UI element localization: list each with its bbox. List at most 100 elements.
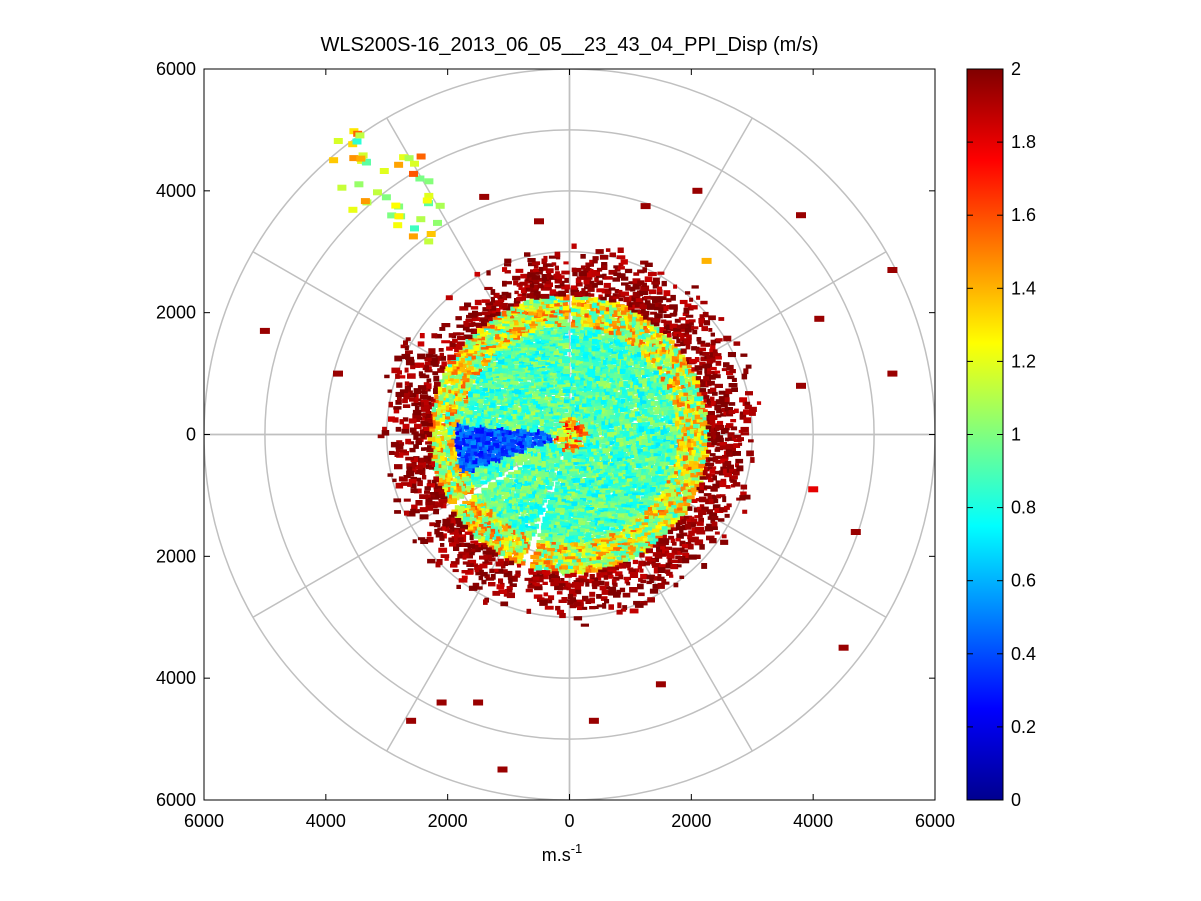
velocity-cell: [457, 357, 465, 363]
velocity-cell: [510, 313, 515, 319]
velocity-cell: [645, 443, 653, 447]
velocity-cell: [600, 329, 607, 334]
velocity-cell: [626, 558, 631, 562]
velocity-cell: [608, 298, 617, 303]
velocity-cell: [641, 507, 650, 512]
velocity-cell: [466, 405, 472, 410]
velocity-cell: [632, 417, 640, 421]
velocity-cell: [557, 275, 565, 279]
velocity-cell: [618, 501, 626, 506]
velocity-cell: [503, 349, 512, 355]
velocity-cell: [526, 517, 534, 523]
velocity-cell: [692, 389, 700, 395]
velocity-cell: [469, 448, 477, 452]
velocity-cell: [685, 323, 692, 327]
velocity-cell: [650, 449, 655, 455]
velocity-cell: [460, 476, 470, 482]
velocity-cell: [639, 546, 645, 550]
velocity-cell: [601, 539, 611, 544]
velocity-cell: [600, 417, 609, 422]
velocity-cell: [441, 361, 447, 367]
velocity-cell: [467, 527, 476, 533]
velocity-cell: [670, 524, 675, 530]
velocity-cell: [642, 381, 650, 388]
velocity-cell: [619, 346, 626, 351]
velocity-cell: [673, 311, 678, 316]
velocity-cell: [554, 549, 562, 554]
velocity-cell: [615, 565, 622, 569]
velocity-cell: [586, 439, 593, 445]
velocity-cell: [688, 412, 696, 418]
velocity-cell: [467, 551, 475, 556]
velocity-cell: [579, 500, 585, 506]
velocity-cell: [688, 386, 695, 391]
velocity-cell: [517, 347, 525, 354]
velocity-cell: [613, 509, 620, 514]
velocity-cell: [471, 517, 477, 523]
velocity-cell: [414, 477, 422, 482]
velocity-cell: [582, 391, 590, 397]
velocity-cell: [518, 429, 527, 435]
velocity-cell: [605, 476, 612, 483]
velocity-cell: [422, 475, 427, 480]
velocity-cell: [444, 433, 452, 439]
velocity-cell: [563, 397, 569, 404]
velocity-cell: [595, 352, 604, 358]
velocity-cell: [477, 528, 486, 533]
velocity-cell: [438, 499, 447, 504]
velocity-cell: [643, 546, 651, 550]
velocity-cell: [488, 500, 494, 505]
velocity-cell: [592, 475, 597, 480]
velocity-cell: [443, 388, 449, 394]
velocity-cell: [502, 405, 508, 412]
velocity-cell: [592, 515, 599, 520]
velocity-cell: [455, 400, 464, 406]
velocity-cell: [704, 403, 712, 408]
velocity-cell: [639, 525, 644, 529]
velocity-cell: [499, 431, 505, 437]
velocity-cell: [435, 520, 442, 524]
velocity-cell: [510, 526, 519, 530]
velocity-cell: [579, 275, 588, 280]
velocity-cell: [666, 342, 672, 348]
velocity-cell: [617, 377, 623, 384]
velocity-cell: [548, 575, 558, 580]
velocity-cell: [529, 481, 539, 488]
velocity-cell: [503, 572, 510, 578]
velocity-cell: [495, 451, 501, 457]
velocity-cell: [638, 405, 645, 411]
velocity-cell: [494, 387, 501, 392]
velocity-cell: [649, 540, 657, 546]
velocity-cell: [510, 550, 516, 555]
velocity-cell: [409, 447, 416, 453]
velocity-cell: [518, 499, 524, 504]
velocity-cell: [608, 586, 617, 592]
velocity-cell: [494, 395, 504, 400]
velocity-cell: [423, 382, 430, 388]
velocity-cell: [482, 371, 489, 376]
velocity-cell: [574, 395, 582, 402]
velocity-cell: [486, 311, 496, 318]
velocity-cell: [502, 531, 511, 536]
velocity-cell: [714, 383, 723, 388]
velocity-cell: [629, 455, 636, 458]
velocity-cell: [620, 309, 628, 315]
velocity-cell: [506, 333, 512, 340]
velocity-cell: [715, 399, 724, 405]
velocity-cell: [656, 488, 665, 492]
velocity-cell: [555, 386, 562, 391]
velocity-cell: [587, 500, 592, 505]
velocity-cell: [479, 447, 487, 453]
velocity-cell: [646, 399, 654, 405]
velocity-cell: [684, 503, 691, 508]
velocity-cell: [664, 503, 672, 508]
velocity-cell: [718, 470, 727, 476]
velocity-cell: [637, 310, 642, 315]
velocity-cell: [664, 363, 672, 367]
velocity-cell: [593, 445, 600, 449]
velocity-cell: [534, 289, 539, 294]
velocity-cell: [518, 457, 526, 462]
velocity-cell: [665, 357, 674, 362]
velocity-cell: [570, 468, 579, 474]
velocity-cell: [412, 413, 421, 419]
